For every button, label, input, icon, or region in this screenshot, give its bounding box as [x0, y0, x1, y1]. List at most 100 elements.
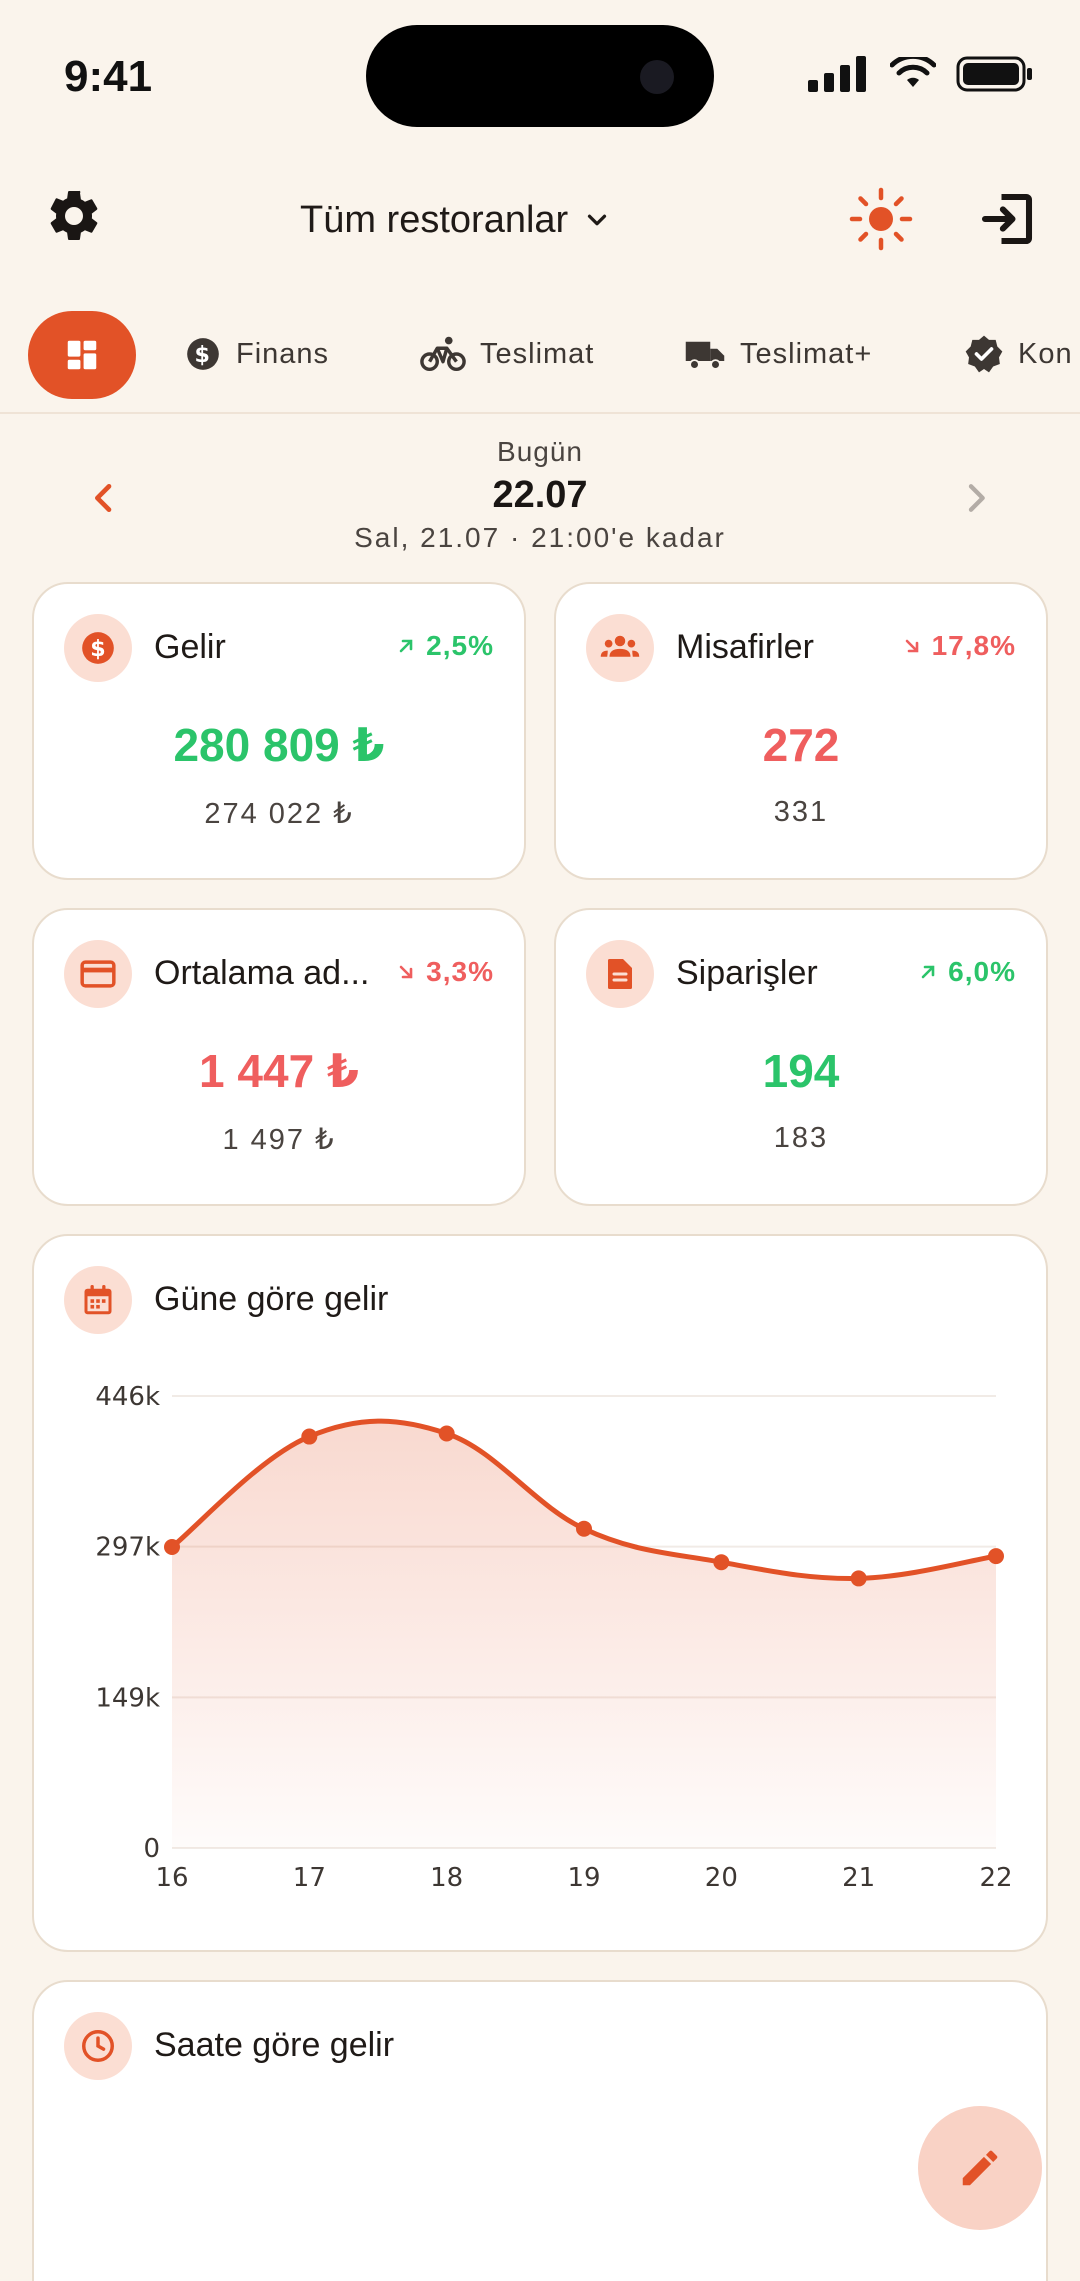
kpi-delta-value: 3,3% [426, 956, 494, 987]
daily-revenue-chart: 0 149k 297k 446k 16 17 18 19 20 21 22 [95, 1382, 1012, 1893]
tab-divider [0, 412, 1080, 414]
top-app-bar: Tüm restoranlar [0, 170, 1080, 280]
sun-icon [849, 187, 913, 251]
chart-title: Saate göre gelir [154, 2026, 395, 2064]
kpi-value: 194 [762, 1045, 840, 1097]
kpi-card-orders[interactable]: Siparişler 6,0% 194 183 [554, 908, 1048, 1206]
tab-label: Teslimat [480, 337, 595, 370]
x-tick-label: 19 [567, 1863, 600, 1893]
kpi-title: Siparişler [676, 954, 818, 992]
kpi-card-guests[interactable]: Misafirler 17,8% 272 331 [554, 582, 1048, 880]
kpi-icon-wrap [586, 614, 654, 682]
kpi-card-revenue[interactable]: $ Gelir 2,5% 280 809 ₺ 274 022 ₺ [32, 582, 526, 880]
x-tick-label: 18 [430, 1863, 463, 1893]
previous-day-button[interactable] [84, 478, 124, 518]
next-day-button[interactable] [956, 478, 996, 518]
y-tick-label: 446k [95, 1382, 160, 1412]
data-point[interactable] [850, 1570, 867, 1587]
restaurant-selector-label: Tüm restoranlar [300, 198, 569, 241]
kpi-value: 272 [762, 719, 840, 771]
wifi-icon [890, 57, 936, 87]
kpi-previous: 1 497 ₺ [222, 1124, 336, 1156]
status-icons [808, 52, 1034, 96]
arrow-up-right-icon [921, 965, 935, 979]
kpi-delta-value: 2,5% [426, 630, 494, 661]
tab-teslimat-plus[interactable]: Teslimat+ [684, 328, 872, 380]
y-tick-label: 0 [143, 1834, 160, 1864]
current-date: 22.07 [492, 474, 588, 516]
daily-revenue-card: Güne göre gelir 0 149k 297k 446k 16 17 18 19 20… [32, 1234, 1048, 1952]
arrow-down-right-icon [399, 965, 413, 979]
kpi-icon-wrap [64, 940, 132, 1008]
x-tick-label: 21 [842, 1863, 875, 1893]
kpi-value: 1 447 ₺ [199, 1045, 359, 1097]
clock-icon [82, 2030, 114, 2062]
dynamic-island [366, 25, 714, 127]
x-tick-label: 22 [979, 1863, 1012, 1893]
tab-label: Finans [236, 337, 330, 370]
kpi-title: Misafirler [676, 628, 814, 666]
kpi-previous: 274 022 ₺ [204, 798, 354, 830]
calendar-icon [84, 1285, 112, 1315]
arrow-down-right-icon [905, 639, 918, 653]
tab-kontrol[interactable]: Kon [964, 328, 1073, 380]
kpi-delta: 2,5% [396, 630, 494, 662]
tab-dashboard[interactable] [28, 311, 136, 399]
data-point[interactable] [576, 1520, 592, 1537]
group-icon [600, 635, 640, 657]
tab-finans[interactable]: $ Finans [184, 328, 329, 380]
hourly-revenue-card: Saate göre gelir [32, 1980, 1048, 2281]
logout-icon [981, 193, 1033, 245]
kpi-previous: 183 [773, 1122, 829, 1154]
settings-button[interactable] [44, 186, 104, 246]
arrow-up-right-icon [399, 639, 413, 653]
data-point[interactable] [438, 1425, 455, 1442]
status-bar: 9:41 [0, 0, 1080, 150]
kpi-delta: 17,8% [902, 630, 1016, 662]
bicycle-icon [420, 336, 466, 372]
credit-card-icon [80, 960, 116, 988]
kpi-title: Ortalama ad... [154, 954, 370, 992]
x-tick-label: 17 [293, 1863, 326, 1893]
kpi-value: 280 809 ₺ [173, 719, 385, 771]
tab-label: Teslimat+ [740, 337, 873, 370]
chart-icon-wrap [64, 2012, 132, 2080]
restaurant-selector[interactable]: Tüm restoranlar [300, 190, 612, 250]
theme-toggle-button[interactable] [846, 184, 916, 254]
date-navigator: Bugün 22.07 Sal, 21.07 · 21:00'e kadar [0, 430, 1080, 560]
kpi-delta: 6,0% [918, 956, 1016, 988]
chevron-down-icon [588, 214, 607, 226]
kpi-card-average-check[interactable]: Ortalama ad... 3,3% 1 447 ₺ 1 497 ₺ [32, 908, 526, 1206]
kpi-delta-value: 17,8% [931, 630, 1016, 661]
x-tick-label: 16 [155, 1863, 188, 1893]
revenue-area [172, 1421, 996, 1848]
compare-period: Sal, 21.07 · 21:00'e kadar [354, 522, 726, 553]
chart-icon-wrap [64, 1266, 132, 1334]
pencil-icon [962, 2150, 998, 2186]
y-tick-label: 149k [95, 1683, 160, 1713]
chevron-left-icon [95, 484, 112, 512]
svg-text:$: $ [90, 636, 105, 662]
status-time: 9:41 [64, 52, 153, 101]
document-icon [608, 959, 632, 989]
y-tick-label: 297k [95, 1533, 160, 1563]
svg-text:$: $ [195, 342, 212, 368]
truck-icon [685, 341, 725, 370]
gear-icon [50, 190, 98, 240]
data-point[interactable] [988, 1548, 1004, 1565]
logout-button[interactable] [974, 186, 1040, 252]
tab-teslimat[interactable]: Teslimat [420, 328, 594, 380]
tab-label: Kon [1018, 337, 1073, 370]
kpi-previous: 331 [773, 796, 829, 828]
edit-fab-button[interactable] [918, 2106, 1042, 2230]
data-point[interactable] [164, 1539, 180, 1556]
signal-icon [808, 56, 866, 92]
kpi-icon-wrap: $ [64, 614, 132, 682]
dollar-circle-icon: $ [82, 632, 114, 664]
verified-icon [965, 335, 1003, 373]
chart-title: Güne göre gelir [154, 1280, 389, 1318]
kpi-delta-value: 6,0% [948, 956, 1016, 987]
data-point[interactable] [301, 1428, 318, 1445]
data-point[interactable] [713, 1554, 730, 1571]
dashboard-icon [67, 340, 97, 370]
